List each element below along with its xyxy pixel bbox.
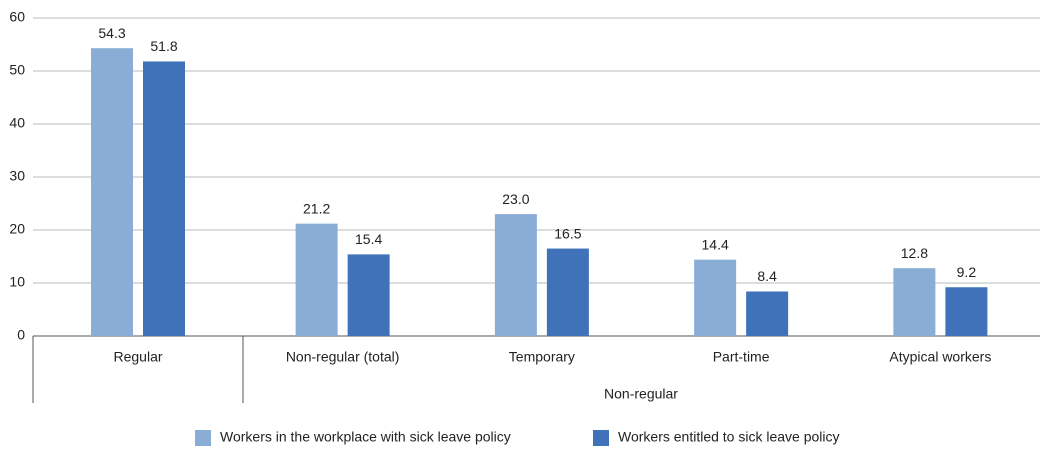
- y-tick-label: 10: [9, 274, 25, 290]
- y-tick-label: 30: [9, 168, 25, 184]
- data-label: 23.0: [502, 191, 529, 207]
- x-tick-label: Atypical workers: [889, 349, 991, 365]
- bar: [143, 61, 185, 337]
- y-tick-label: 40: [9, 115, 25, 131]
- bar: [295, 223, 338, 336]
- bar: [746, 291, 789, 336]
- bar: [347, 254, 390, 336]
- data-label: 51.8: [150, 38, 177, 54]
- bar: [945, 287, 988, 336]
- data-label: 14.4: [702, 236, 729, 252]
- y-tick-label: 50: [9, 62, 25, 78]
- category-group-label: Non-regular: [604, 386, 678, 402]
- data-label: 21.2: [303, 200, 330, 216]
- x-tick-label: Part-time: [713, 349, 770, 365]
- data-label: 8.4: [757, 268, 777, 284]
- data-label: 54.3: [98, 25, 125, 41]
- data-label: 15.4: [355, 231, 382, 247]
- x-tick-label: Non-regular (total): [286, 349, 400, 365]
- legend-label: Workers in the workplace with sick leave…: [220, 429, 511, 445]
- x-tick-label: Temporary: [509, 349, 575, 365]
- data-label: 16.5: [554, 225, 581, 241]
- bar: [694, 259, 737, 336]
- data-label: 12.8: [901, 245, 928, 261]
- y-tick-label: 0: [17, 327, 25, 343]
- bar: [494, 214, 537, 336]
- x-tick-label: Regular: [113, 349, 162, 365]
- bar: [893, 268, 936, 336]
- bar: [546, 248, 589, 336]
- bar: [91, 48, 133, 337]
- legend-label: Workers entitled to sick leave policy: [618, 429, 840, 445]
- data-label: 9.2: [957, 264, 977, 280]
- y-tick-label: 20: [9, 221, 25, 237]
- legend-swatch: [593, 430, 609, 446]
- legend-swatch: [195, 430, 211, 446]
- y-tick-label: 60: [9, 9, 25, 25]
